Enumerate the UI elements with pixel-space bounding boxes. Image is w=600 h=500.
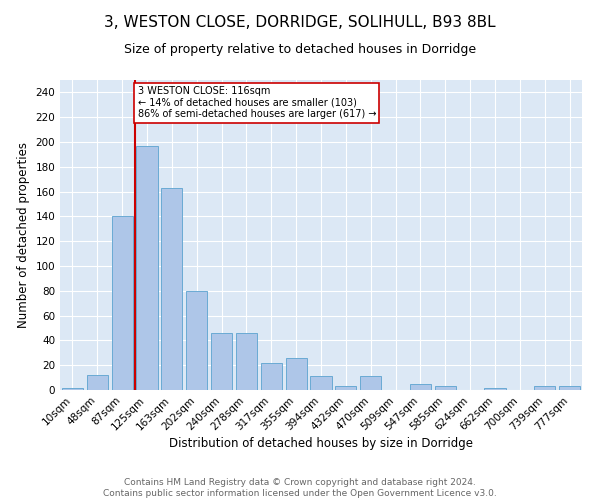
Bar bbox=[286, 358, 307, 390]
Bar bbox=[435, 386, 456, 390]
Bar bbox=[335, 386, 356, 390]
Text: Contains HM Land Registry data © Crown copyright and database right 2024.
Contai: Contains HM Land Registry data © Crown c… bbox=[103, 478, 497, 498]
Bar bbox=[136, 146, 158, 390]
Bar bbox=[161, 188, 182, 390]
Bar bbox=[310, 376, 332, 390]
Bar bbox=[211, 333, 232, 390]
Bar bbox=[484, 388, 506, 390]
Text: 3 WESTON CLOSE: 116sqm
← 14% of detached houses are smaller (103)
86% of semi-de: 3 WESTON CLOSE: 116sqm ← 14% of detached… bbox=[137, 86, 376, 120]
Bar bbox=[87, 375, 108, 390]
X-axis label: Distribution of detached houses by size in Dorridge: Distribution of detached houses by size … bbox=[169, 438, 473, 450]
Text: 3, WESTON CLOSE, DORRIDGE, SOLIHULL, B93 8BL: 3, WESTON CLOSE, DORRIDGE, SOLIHULL, B93… bbox=[104, 15, 496, 30]
Bar bbox=[261, 362, 282, 390]
Bar bbox=[360, 376, 381, 390]
Y-axis label: Number of detached properties: Number of detached properties bbox=[17, 142, 30, 328]
Text: Size of property relative to detached houses in Dorridge: Size of property relative to detached ho… bbox=[124, 42, 476, 56]
Bar bbox=[534, 386, 555, 390]
Bar bbox=[112, 216, 133, 390]
Bar bbox=[559, 386, 580, 390]
Bar bbox=[186, 291, 207, 390]
Bar bbox=[236, 333, 257, 390]
Bar bbox=[410, 384, 431, 390]
Bar bbox=[62, 388, 83, 390]
